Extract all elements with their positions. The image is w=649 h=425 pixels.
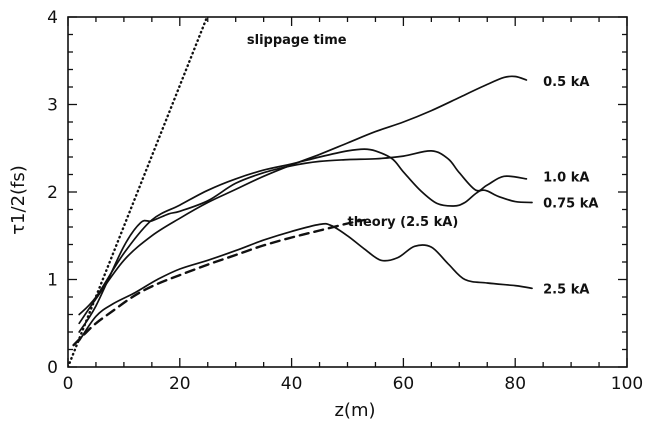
- plot-frame: [67, 16, 628, 368]
- x-tick-label: 20: [169, 374, 191, 394]
- annotation-label: 2.5 kA: [543, 282, 589, 297]
- annotation-label: theory (2.5 kA): [348, 215, 459, 230]
- annotation-label: 1.0 kA: [543, 170, 589, 185]
- y-axis-label-group: τ1/2(fs): [8, 165, 29, 235]
- x-tick-label: 0: [63, 374, 74, 394]
- y-tick-label: 3: [47, 96, 58, 116]
- x-tick-label: 60: [393, 374, 415, 394]
- x-tick-label: 100: [611, 374, 643, 394]
- axes: 0 20 40 60 80 100 0 1 2 3 4: [47, 8, 643, 394]
- annotations: slippage time 0.5 kA 1.0 kA 0.75 kA theory (…: [247, 33, 599, 297]
- series-layer: [68, 17, 533, 367]
- x-tick-label: 80: [504, 374, 526, 394]
- series-line-slippage-time: [68, 17, 209, 367]
- y-tick-label: 2: [47, 183, 58, 203]
- annotation-label: 0.75 kA: [543, 197, 598, 212]
- series-line-1-0-ka: [78, 150, 528, 333]
- annotation-label: slippage time: [247, 33, 347, 48]
- series-line-0-5-ka: [78, 75, 528, 325]
- y-tick-label: 1: [47, 271, 58, 291]
- x-axis-label: z(m): [334, 400, 375, 421]
- y-tick-label: 0: [47, 358, 58, 378]
- series-line-0-75-ka: [78, 148, 533, 316]
- series-line-2-5-ka: [78, 222, 533, 342]
- x-tick-label: 40: [281, 374, 303, 394]
- series-line-theory-2-5-ka: [72, 218, 366, 347]
- annotation-label: 0.5 kA: [543, 75, 589, 90]
- y-tick-label: 4: [47, 8, 58, 28]
- y-axis-label: τ1/2(fs): [8, 165, 29, 235]
